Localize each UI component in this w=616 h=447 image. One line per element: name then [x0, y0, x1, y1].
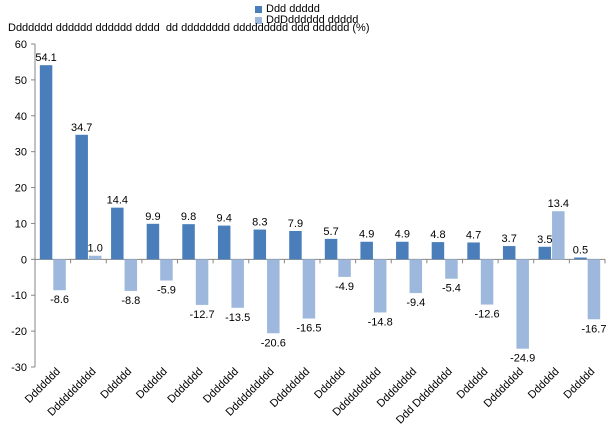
data-label-series-2: -9.4 — [406, 297, 425, 309]
bar-series-1 — [289, 230, 302, 260]
data-label-series-1: 4.9 — [395, 229, 410, 241]
bar-series-2 — [267, 259, 280, 334]
x-tick-label: Dddddd — [562, 366, 598, 402]
data-label-series-2: -12.6 — [475, 309, 500, 321]
data-label-series-2: -8.8 — [121, 295, 140, 307]
data-label-series-2: -20.6 — [261, 337, 286, 349]
data-label-series-1: 34.7 — [71, 122, 92, 134]
y-tick-label: 40 — [15, 111, 27, 123]
y-tick-label: 50 — [15, 75, 27, 87]
bar-series-2 — [409, 259, 423, 294]
bar-series-2 — [124, 259, 138, 291]
data-label-series-1: 9.4 — [217, 213, 232, 225]
bar-series-1 — [146, 223, 160, 260]
data-label-series-1: 4.9 — [359, 229, 374, 241]
bar-series-2 — [195, 259, 209, 305]
x-tick-label: Dddddd — [455, 366, 491, 402]
bar-series-1 — [324, 238, 338, 260]
bar-series-1 — [253, 229, 267, 260]
data-label-series-1: 9.8 — [181, 211, 196, 223]
data-label-series-2: 13.4 — [548, 198, 569, 210]
legend-swatch-series-1 — [255, 6, 262, 13]
x-tick-label: Dddddd — [98, 366, 134, 402]
y-tick-label: 0 — [21, 254, 27, 266]
y-tick-label: 60 — [15, 39, 27, 51]
data-label-series-1: 5.7 — [323, 226, 338, 238]
data-label-series-2: -24.9 — [510, 353, 535, 365]
data-label-series-1: 4.7 — [466, 229, 481, 241]
data-label-series-2: -12.7 — [190, 309, 215, 321]
data-label-series-1: 14.4 — [107, 195, 128, 207]
data-label-series-1: 3.5 — [537, 234, 552, 246]
bar-series-2 — [338, 259, 351, 277]
bar-series-1 — [467, 242, 480, 260]
bar-series-2 — [516, 259, 529, 349]
legend-label-series-1: Ddd ddddd — [266, 3, 320, 15]
y-tick-label: 20 — [15, 183, 27, 195]
data-label-series-1: 54.1 — [35, 52, 56, 64]
bar-series-2 — [231, 259, 244, 308]
data-label-series-1: 7.9 — [288, 218, 303, 230]
data-label-series-2: 1.0 — [88, 243, 103, 255]
legend-item-series-1: Ddd ddddd — [255, 4, 358, 15]
bar-series-1 — [396, 241, 409, 260]
bar-series-1 — [431, 242, 445, 260]
data-label-series-1: 8.3 — [252, 217, 267, 229]
bar-series-1 — [39, 65, 53, 260]
bar-series-2 — [445, 259, 458, 279]
bar-series-1 — [217, 225, 231, 260]
legend-swatch-series-2 — [255, 17, 262, 24]
bar-series-2 — [302, 259, 316, 319]
data-label-series-2: -5.4 — [442, 283, 461, 295]
bar-series-1 — [360, 241, 373, 260]
bar-series-2 — [587, 259, 601, 320]
legend: Ddd ddddd DdDdddddd ddddd — [255, 4, 358, 26]
bar-series-2 — [552, 211, 565, 260]
data-label-series-1: 9.9 — [145, 211, 160, 223]
data-label-series-2: -4.9 — [335, 281, 354, 293]
bar-series-2 — [160, 259, 173, 281]
bar-series-1 — [574, 257, 587, 260]
x-tick-label: Ddddddd — [165, 366, 205, 406]
data-label-series-2: -16.5 — [296, 323, 321, 335]
bar-series-1 — [75, 134, 88, 260]
bar-series-1 — [111, 207, 124, 260]
bar-series-1 — [502, 246, 516, 260]
data-label-series-2: -8.6 — [50, 294, 69, 306]
y-tick-label: -30 — [11, 362, 27, 374]
data-label-series-2: -5.9 — [157, 285, 176, 297]
data-label-series-2: -16.7 — [581, 323, 606, 335]
bar-series-2 — [480, 259, 494, 305]
y-tick-label: 30 — [15, 147, 27, 159]
bar-series-1 — [182, 224, 195, 260]
bar-series-2 — [53, 259, 66, 291]
y-tick-label: -10 — [11, 290, 27, 302]
x-tick-label: Dddddd — [134, 366, 170, 402]
y-tick-label: -20 — [11, 326, 27, 338]
legend-item-series-2: DdDdddddd ddddd — [255, 15, 358, 26]
chart-title: Ddddddd dddddd dddddd dddd dd dddddddd d… — [8, 22, 370, 34]
data-label-series-1: 4.8 — [430, 229, 445, 241]
bar-series-1 — [538, 246, 552, 260]
data-label-series-1: 0.5 — [573, 245, 588, 257]
x-tick-label: Dddddd — [526, 366, 562, 402]
legend-label-series-2: DdDdddddd ddddd — [266, 14, 359, 26]
data-label-series-2: -13.5 — [225, 312, 250, 324]
x-tick-label: Dddddd — [312, 366, 348, 402]
y-tick-label: 10 — [15, 218, 27, 230]
data-label-series-2: -14.8 — [368, 316, 393, 328]
bar-series-2 — [373, 259, 387, 313]
bar-series-2 — [88, 255, 102, 260]
data-label-series-1: 3.7 — [502, 233, 517, 245]
